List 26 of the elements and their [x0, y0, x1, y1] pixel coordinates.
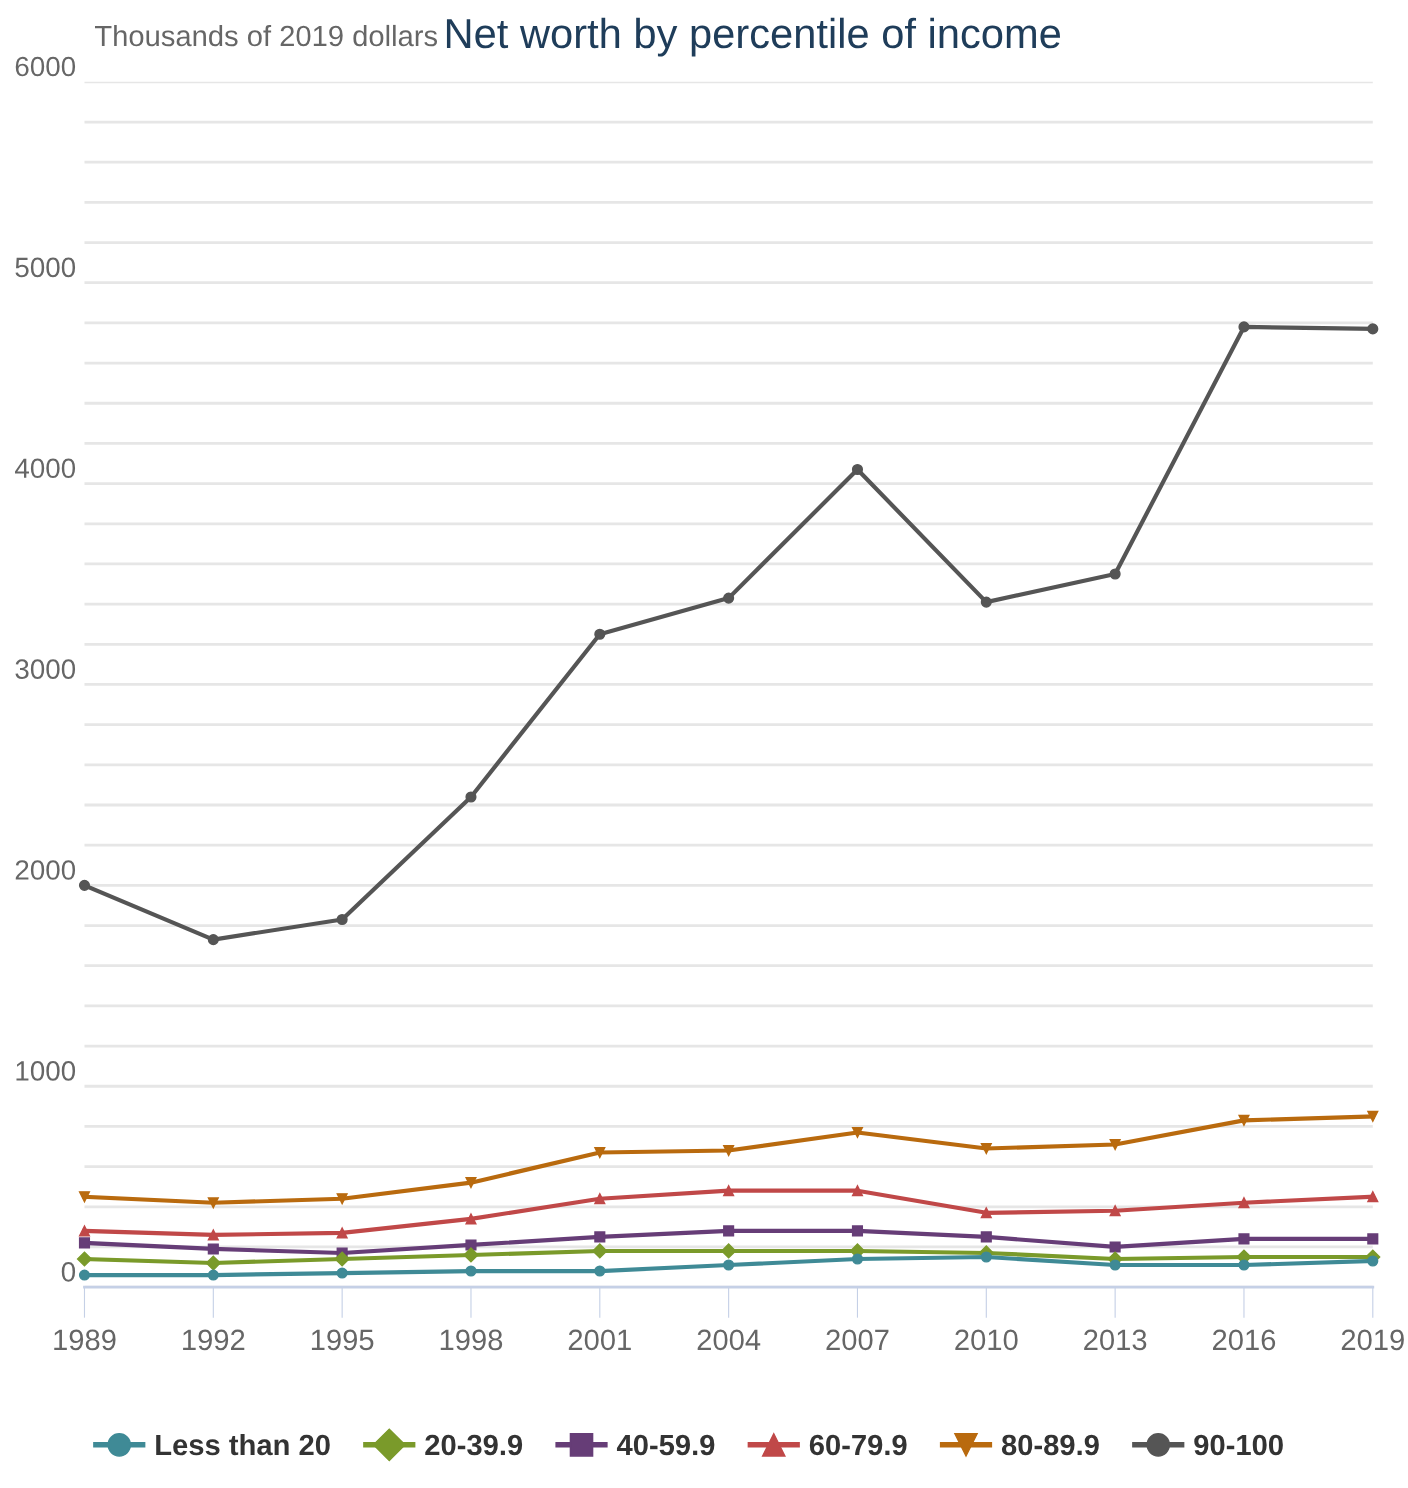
- x-tick-label: 2019: [1341, 1329, 1404, 1351]
- x-tick-label: 2001: [568, 1329, 631, 1351]
- legend-label: 40-59.9: [616, 1434, 715, 1456]
- x-tick-label: 2007: [826, 1329, 889, 1351]
- x-tick-label: 1995: [311, 1329, 374, 1351]
- x-tick-label: 1998: [440, 1329, 503, 1351]
- y-tick-label: 1000: [16, 1061, 76, 1081]
- x-tick-label: 1989: [54, 1329, 116, 1351]
- y-tick-label: 0: [61, 1261, 76, 1282]
- y-tick-label: 4000: [15, 458, 76, 479]
- y-tick-label: 6000: [15, 56, 76, 77]
- y-tick-label: 3000: [15, 659, 76, 679]
- legend-label: 20-39.9: [425, 1434, 523, 1456]
- x-tick-label: 2013: [1084, 1329, 1147, 1351]
- y-axis-title: Thousands of 2019 dollars: [94, 24, 438, 47]
- y-tick-label: 2000: [15, 860, 76, 880]
- legend-label: Less than 20: [156, 1433, 330, 1456]
- chart-title: Net worth by percentile of income: [446, 17, 1061, 57]
- x-tick-label: 2010: [955, 1329, 1018, 1351]
- x-tick-label: 1992: [183, 1329, 245, 1351]
- x-tick-label: 2004: [697, 1329, 761, 1351]
- x-tick-label: 2016: [1213, 1329, 1276, 1351]
- legend-label: 60-79.9: [809, 1434, 907, 1456]
- legend-label: 90-100: [1194, 1434, 1283, 1456]
- y-tick-label: 5000: [15, 257, 76, 278]
- legend-label: 80-89.9: [1001, 1434, 1099, 1456]
